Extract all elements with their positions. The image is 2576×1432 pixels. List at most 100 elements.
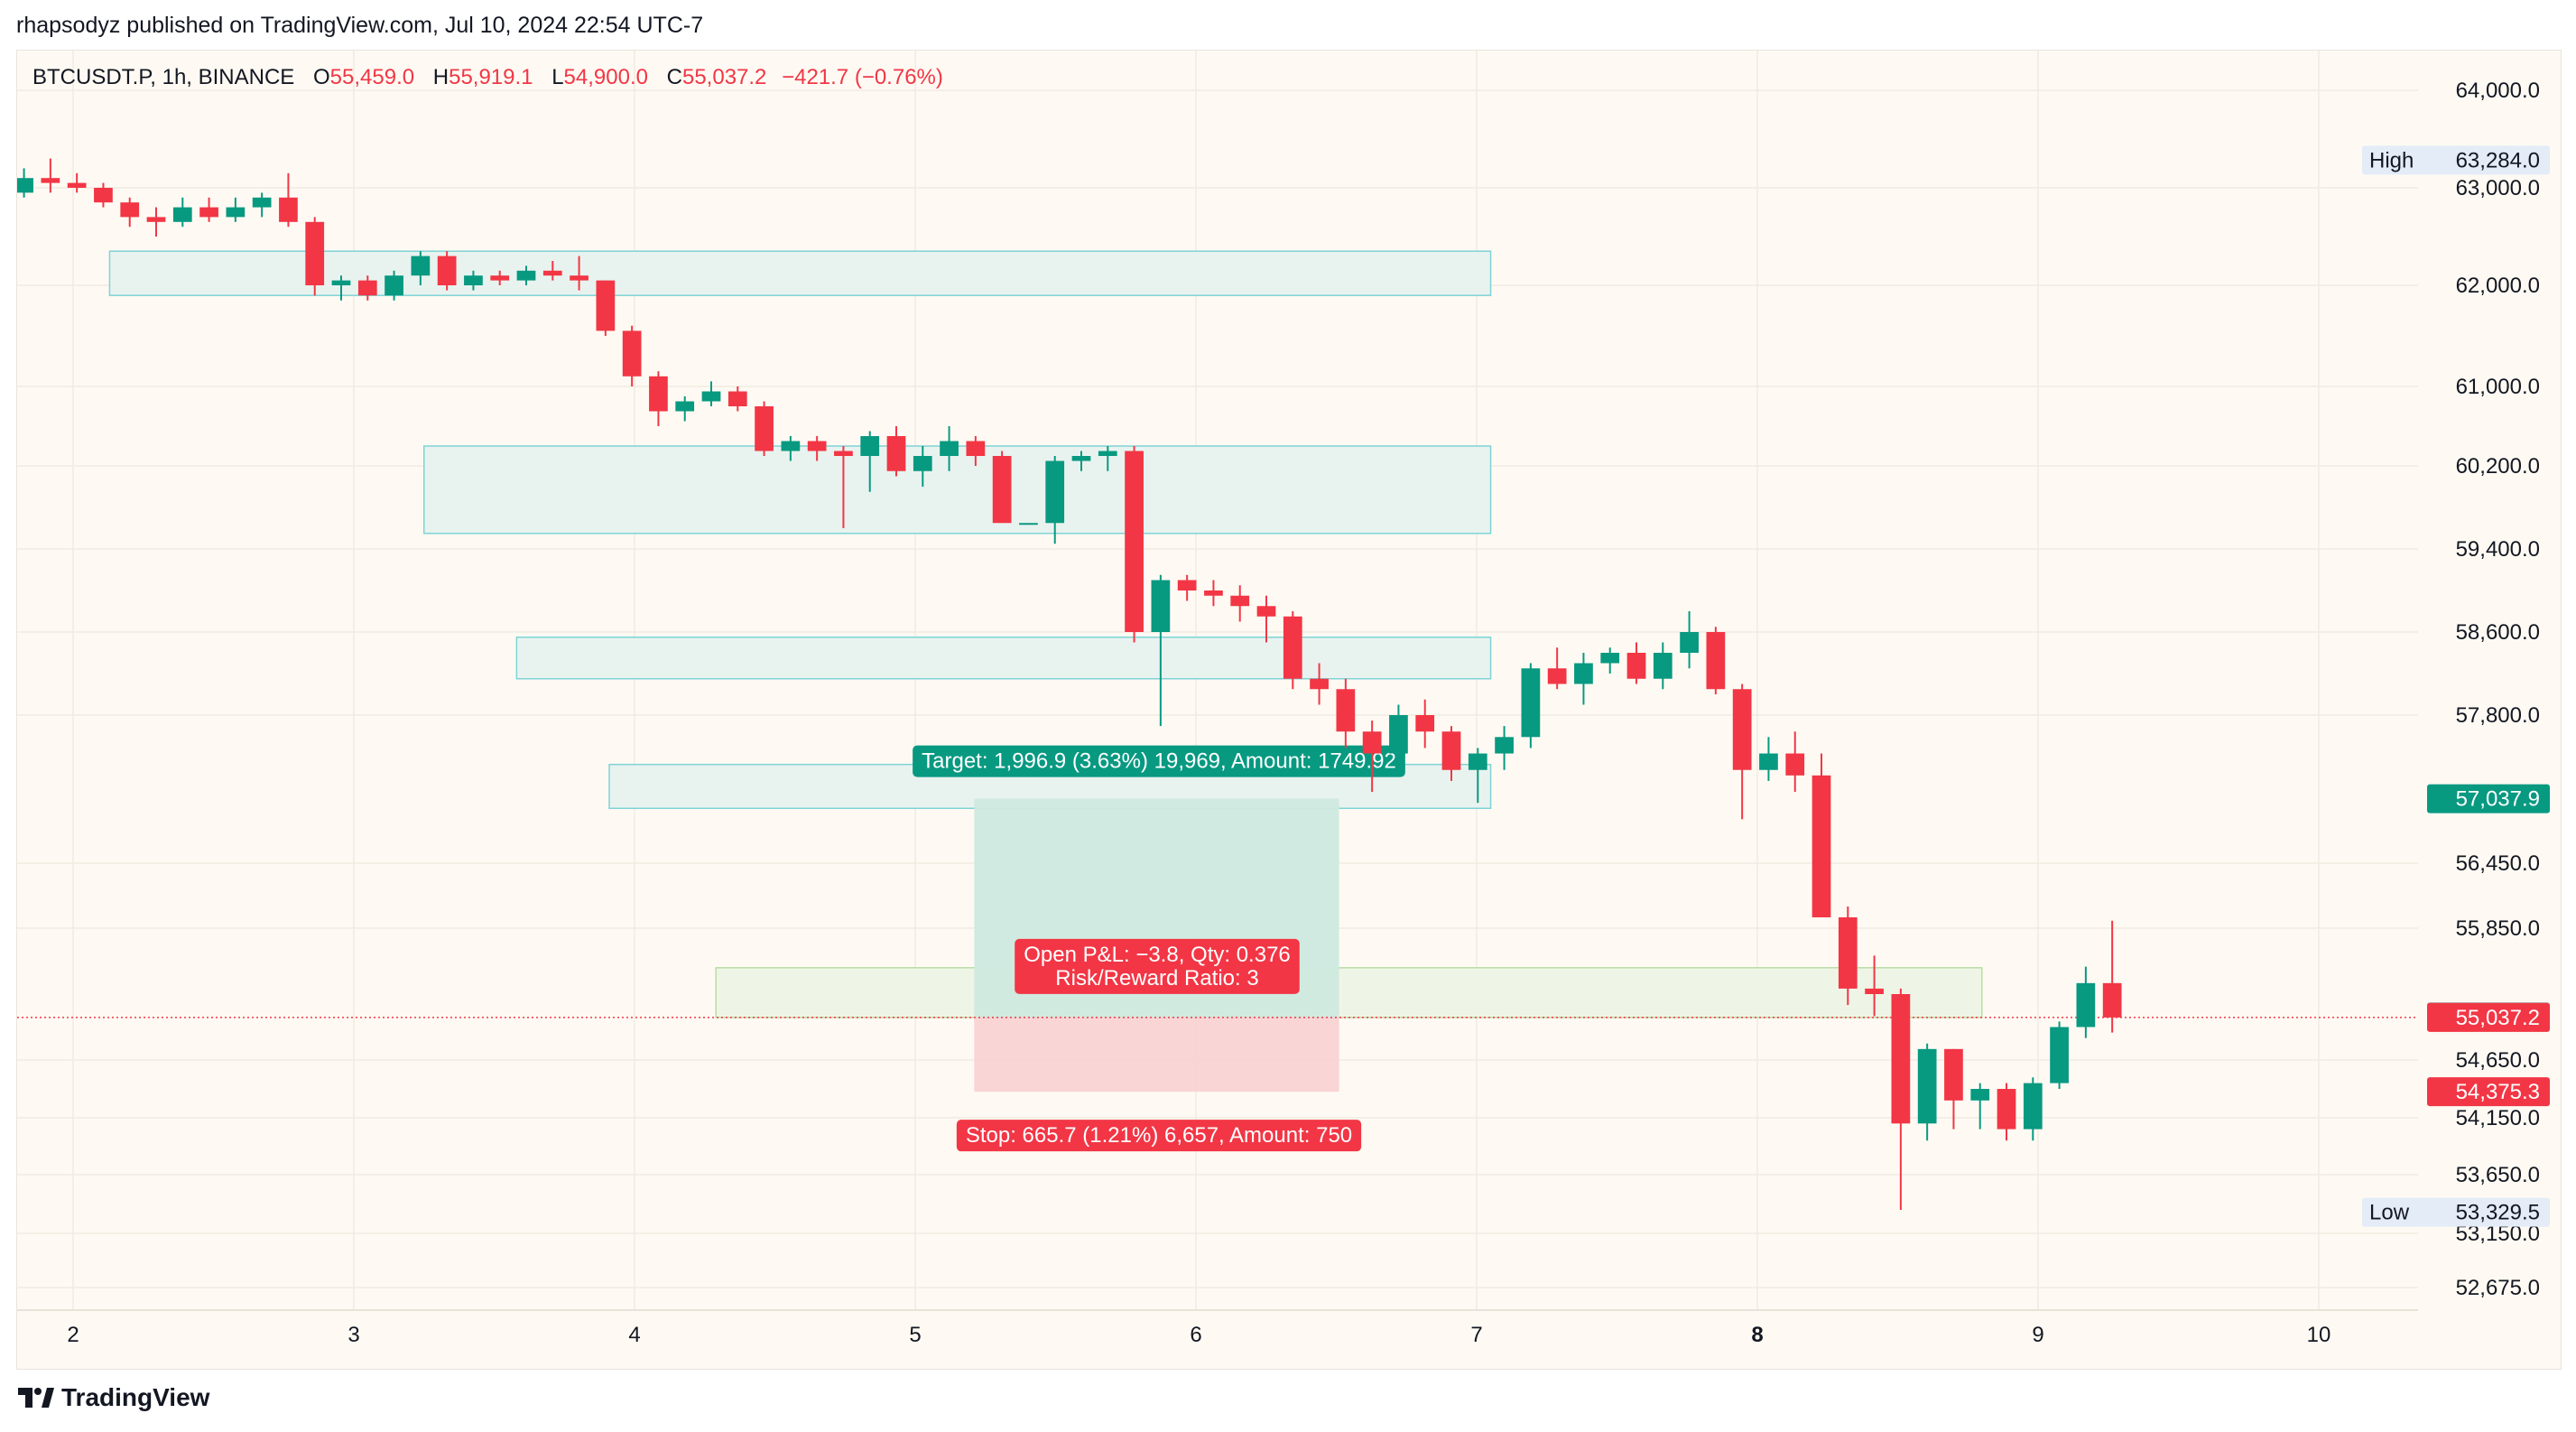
price-tick-label: 59,400.0 xyxy=(2456,537,2540,562)
candle-body xyxy=(807,441,827,451)
candle-body xyxy=(1600,653,1620,664)
candle-body xyxy=(2050,1027,2069,1083)
candle-body xyxy=(1098,451,1117,456)
stop-label-text: Stop: 665.7 (1.21%) 6,657, Amount: 750 xyxy=(966,1123,1352,1148)
candle-body xyxy=(1997,1089,2016,1130)
candle-body xyxy=(1759,753,1778,770)
candle-body xyxy=(755,406,774,451)
candle-body xyxy=(305,221,325,285)
change-value: −421.7 (−0.76%) xyxy=(782,65,943,89)
ohlc-legend: BTCUSDT.P, 1h, BINANCE O55,459.0 H55,919… xyxy=(32,65,943,90)
close-label: C xyxy=(666,65,682,89)
price-axis: 64,000.0 63,000.0 62,000.0 61,000.0 60,200.0… xyxy=(2456,79,2540,1300)
stop-zone xyxy=(974,1017,1339,1093)
symbol-label[interactable]: BTCUSDT.P, 1h, BINANCE xyxy=(32,65,295,89)
candle-body xyxy=(1468,753,1487,770)
candle-body xyxy=(385,275,403,296)
candle-body xyxy=(1891,994,1911,1124)
candle-body xyxy=(516,270,536,281)
candle-body xyxy=(1547,668,1567,684)
price-tick-label: 54,650.0 xyxy=(2456,1048,2540,1073)
candle-body xyxy=(542,270,562,276)
chart-area[interactable]: Target: 1,996.9 (3.63%) 19,969, Amount: … xyxy=(14,50,2562,1370)
time-axis: 2 3 4 5 6 7 8 9 10 xyxy=(67,1323,2330,1347)
time-tick-label: 9 xyxy=(2032,1323,2043,1347)
price-badge xyxy=(2427,1077,2550,1107)
candle-body xyxy=(1256,606,1276,617)
price-tick-label: 56,450.0 xyxy=(2456,851,2540,876)
candle-body xyxy=(1626,653,1646,679)
candle-body xyxy=(1019,523,1038,525)
candle-body xyxy=(1310,678,1329,690)
pnl-label-text: Open P&L: −3.8, Qty: 0.376 Risk/Reward Ra… xyxy=(1024,943,1291,990)
candle-body xyxy=(1045,460,1065,524)
candle-body xyxy=(1177,580,1197,590)
candle-body xyxy=(886,436,906,471)
pnl-label: Open P&L: −3.8, Qty: 0.376 Risk/Reward Ra… xyxy=(1015,938,1300,994)
stop-label: Stop: 665.7 (1.21%) 6,657, Amount: 750 xyxy=(956,1120,1362,1152)
candle-body xyxy=(1521,668,1541,738)
price-tick-label: 55,850.0 xyxy=(2456,916,2540,941)
candle-body xyxy=(1415,715,1435,732)
price-tick-label: 54,150.0 xyxy=(2456,1106,2540,1130)
time-tick-label: 8 xyxy=(1751,1323,1763,1347)
candle-body xyxy=(1283,616,1302,679)
candle-body xyxy=(675,401,695,412)
candle-body xyxy=(2102,982,2122,1018)
candle-body xyxy=(1125,451,1144,632)
candle-body xyxy=(1151,580,1171,632)
candle-body xyxy=(2076,982,2096,1028)
candle-body xyxy=(120,202,140,218)
candle-body xyxy=(596,280,616,331)
candle-body xyxy=(199,207,218,218)
candle-body xyxy=(172,207,192,222)
candle-body xyxy=(1865,988,1884,994)
brand-label: TradingView xyxy=(61,1383,210,1411)
candle-body xyxy=(992,456,1012,524)
price-badge xyxy=(2427,784,2550,814)
candle-body xyxy=(437,256,457,285)
candle-body xyxy=(1785,753,1805,776)
price-tick-label: 57,800.0 xyxy=(2456,703,2540,728)
candle-body xyxy=(1389,715,1408,754)
candle-body xyxy=(701,391,721,402)
stop-label-bg xyxy=(956,1120,1362,1152)
candle-body xyxy=(1812,775,1831,917)
price-badge-text: 54,375.3 xyxy=(2456,1080,2540,1104)
time-tick-label: 5 xyxy=(909,1323,921,1347)
candle-body xyxy=(860,436,880,456)
high-marker-label: High xyxy=(2369,148,2414,172)
candle-body xyxy=(1204,590,1223,596)
candle-body xyxy=(727,391,747,406)
candle-body xyxy=(1917,1048,1937,1124)
price-tick-label: 64,000.0 xyxy=(2456,79,2540,103)
low-marker-label: Low xyxy=(2369,1201,2410,1225)
candle-body xyxy=(1706,632,1726,690)
candles xyxy=(14,158,2122,1210)
low-marker-value: 53,329.5 xyxy=(2456,1201,2540,1225)
candle-body xyxy=(1362,731,1382,754)
time-tick-label: 6 xyxy=(1190,1323,1201,1347)
tradingview-footer[interactable]: TradingView xyxy=(18,1383,209,1412)
price-tick-label: 58,600.0 xyxy=(2456,620,2540,645)
high-marker-bg xyxy=(2362,145,2550,175)
time-tick-label: 7 xyxy=(1470,1323,1482,1347)
candle-body xyxy=(940,441,959,456)
candlestick-chart[interactable]: Target: 1,996.9 (3.63%) 19,969, Amount: … xyxy=(14,51,2561,1369)
candle-body xyxy=(1944,1048,1963,1101)
candle-body xyxy=(411,256,431,276)
candle-body xyxy=(94,188,113,203)
candle-body xyxy=(1838,917,1858,989)
price-badge-text: 57,037.9 xyxy=(2456,787,2540,812)
candle-body xyxy=(1230,595,1250,607)
candle-body xyxy=(41,178,60,183)
candle-body xyxy=(570,275,588,281)
price-badges: 57,037.955,041.055,037.254,375.3High63,2… xyxy=(2362,145,2550,1227)
candle-body xyxy=(67,182,87,188)
candle-body xyxy=(1495,737,1514,754)
candle-body xyxy=(14,178,33,193)
price-badge xyxy=(2427,1002,2550,1032)
candle-body xyxy=(226,207,246,218)
price-badge-text: 55,037.2 xyxy=(2456,1006,2540,1030)
time-tick-label: 2 xyxy=(67,1323,79,1347)
